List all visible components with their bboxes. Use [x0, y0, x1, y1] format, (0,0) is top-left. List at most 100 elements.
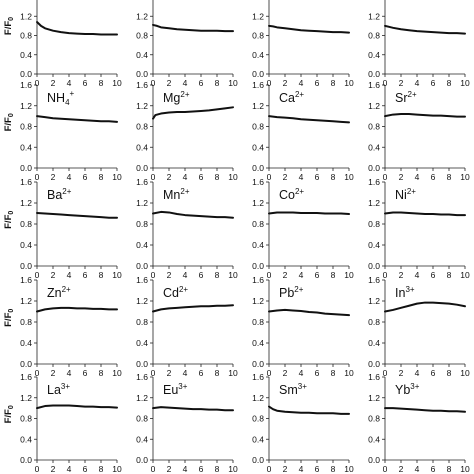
x-tick-label: 4 [183, 464, 188, 474]
y-tick-label: 0.4 [20, 50, 32, 60]
x-tick-label: 4 [415, 464, 420, 474]
x-tick-label: 6 [199, 172, 204, 182]
x-tick-label: 8 [215, 464, 220, 474]
y-tick-label: 0.8 [252, 317, 264, 327]
y-tick-label: 0.8 [20, 31, 32, 41]
x-tick-label: 2 [283, 368, 288, 378]
x-tick-label: 2 [399, 172, 404, 182]
y-tick-label: 0.8 [252, 414, 264, 424]
ion-label: La3+ [47, 382, 70, 397]
y-tick-label: 0.4 [20, 434, 32, 444]
y-tick-label: 0.8 [136, 317, 148, 327]
y-tick-label: 1.2 [136, 11, 148, 21]
x-tick-label: 2 [167, 78, 172, 88]
x-tick-label: 2 [51, 464, 56, 474]
panel: 0.0 0.4 0.8 1.2 0 2 4 6 8 10 [20, 0, 122, 88]
y-tick-label: 0.0 [20, 69, 32, 79]
y-tick-label: 1.6 [136, 372, 148, 382]
x-tick-label: 2 [283, 78, 288, 88]
x-tick-label: 6 [83, 78, 88, 88]
y-tick-label: 0.8 [20, 122, 32, 132]
ion-label: Co2+ [279, 187, 304, 202]
x-tick-label: 4 [299, 172, 304, 182]
y-tick-label: 1.2 [368, 296, 380, 306]
x-tick-label: 6 [315, 270, 320, 280]
series-line [152, 106, 234, 120]
x-tick-label: 8 [447, 172, 452, 182]
panel: 0.0 0.4 0.8 1.2 1.6 0 2 4 6 8 10 Mn2+ [136, 177, 238, 280]
x-tick-label: 0 [35, 368, 40, 378]
x-tick-label: 8 [99, 368, 104, 378]
x-tick-label: 8 [99, 270, 104, 280]
y-tick-label: 1.6 [252, 275, 264, 285]
y-tick-label: 0.4 [368, 50, 380, 60]
series-line [384, 211, 466, 217]
y-tick-label: 0.0 [252, 69, 264, 79]
x-tick-label: 0 [151, 78, 156, 88]
x-tick-label: 10 [460, 368, 470, 378]
x-tick-label: 8 [447, 78, 452, 88]
x-tick-label: 8 [215, 172, 220, 182]
x-tick-label: 10 [112, 464, 122, 474]
ion-label: Zn2+ [47, 285, 71, 300]
x-tick-label: 0 [151, 368, 156, 378]
y-tick-label: 1.2 [136, 296, 148, 306]
panel: 0.0 0.4 0.8 1.2 1.6 0 2 4 6 8 10 Sm3+ [252, 372, 354, 474]
y-tick-label: 0.8 [368, 122, 380, 132]
ion-label: NH4+ [47, 89, 75, 107]
x-tick-label: 10 [344, 464, 354, 474]
y-tick-label: 1.2 [20, 198, 32, 208]
x-tick-label: 4 [415, 368, 420, 378]
y-tick-label: 1.2 [20, 296, 32, 306]
y-tick-label: 0.4 [368, 434, 380, 444]
y-tick-label: 1.6 [136, 80, 148, 90]
x-tick-label: 8 [331, 464, 336, 474]
panel: 0.0 0.4 0.8 1.2 1.6 0 2 4 6 8 10 Eu3+ [136, 372, 238, 474]
x-tick-label: 2 [399, 78, 404, 88]
x-tick-label: 0 [267, 270, 272, 280]
y-tick-label: 0.8 [368, 31, 380, 41]
x-tick-label: 6 [431, 368, 436, 378]
x-tick-label: 0 [383, 464, 388, 474]
y-tick-label: 0.0 [136, 359, 148, 369]
x-tick-label: 4 [299, 78, 304, 88]
panel: 0.0 0.4 0.8 1.2 1.6 0 2 4 6 8 10 In3+ [368, 275, 470, 378]
x-tick-label: 6 [431, 172, 436, 182]
x-tick-label: 6 [431, 464, 436, 474]
series-line [384, 24, 466, 35]
x-tick-label: 0 [267, 368, 272, 378]
y-tick-label: 1.6 [20, 275, 32, 285]
y-tick-label: 0.4 [368, 240, 380, 250]
ion-label: Eu3+ [163, 382, 188, 397]
x-tick-label: 4 [415, 270, 420, 280]
x-tick-label: 4 [415, 78, 420, 88]
x-tick-label: 10 [344, 368, 354, 378]
y-tick-label: 0.4 [136, 240, 148, 250]
x-tick-label: 10 [460, 270, 470, 280]
y-tick-label: 1.6 [368, 275, 380, 285]
y-tick-label: 0.0 [252, 163, 264, 173]
y-tick-label: 1.2 [368, 11, 380, 21]
y-tick-label: 0.8 [252, 31, 264, 41]
x-tick-label: 6 [83, 368, 88, 378]
y-tick-label: 0.8 [20, 414, 32, 424]
x-tick-label: 6 [315, 172, 320, 182]
ion-label: In3+ [395, 285, 415, 300]
y-tick-label: 0.0 [368, 69, 380, 79]
y-tick-label: 0.4 [252, 240, 264, 250]
panel: 0.0 0.4 0.8 1.2 0 2 4 6 8 10 [368, 0, 470, 88]
y-tick-label: 0.8 [368, 219, 380, 229]
y-tick-label: 0.4 [252, 434, 264, 444]
x-tick-label: 6 [199, 270, 204, 280]
x-tick-label: 8 [447, 270, 452, 280]
x-tick-label: 8 [331, 172, 336, 182]
y-tick-label: 1.6 [252, 80, 264, 90]
x-tick-label: 6 [199, 78, 204, 88]
x-tick-label: 0 [267, 78, 272, 88]
x-tick-label: 0 [267, 464, 272, 474]
y-axis-title: F/F0 [3, 211, 15, 229]
x-tick-label: 0 [35, 172, 40, 182]
